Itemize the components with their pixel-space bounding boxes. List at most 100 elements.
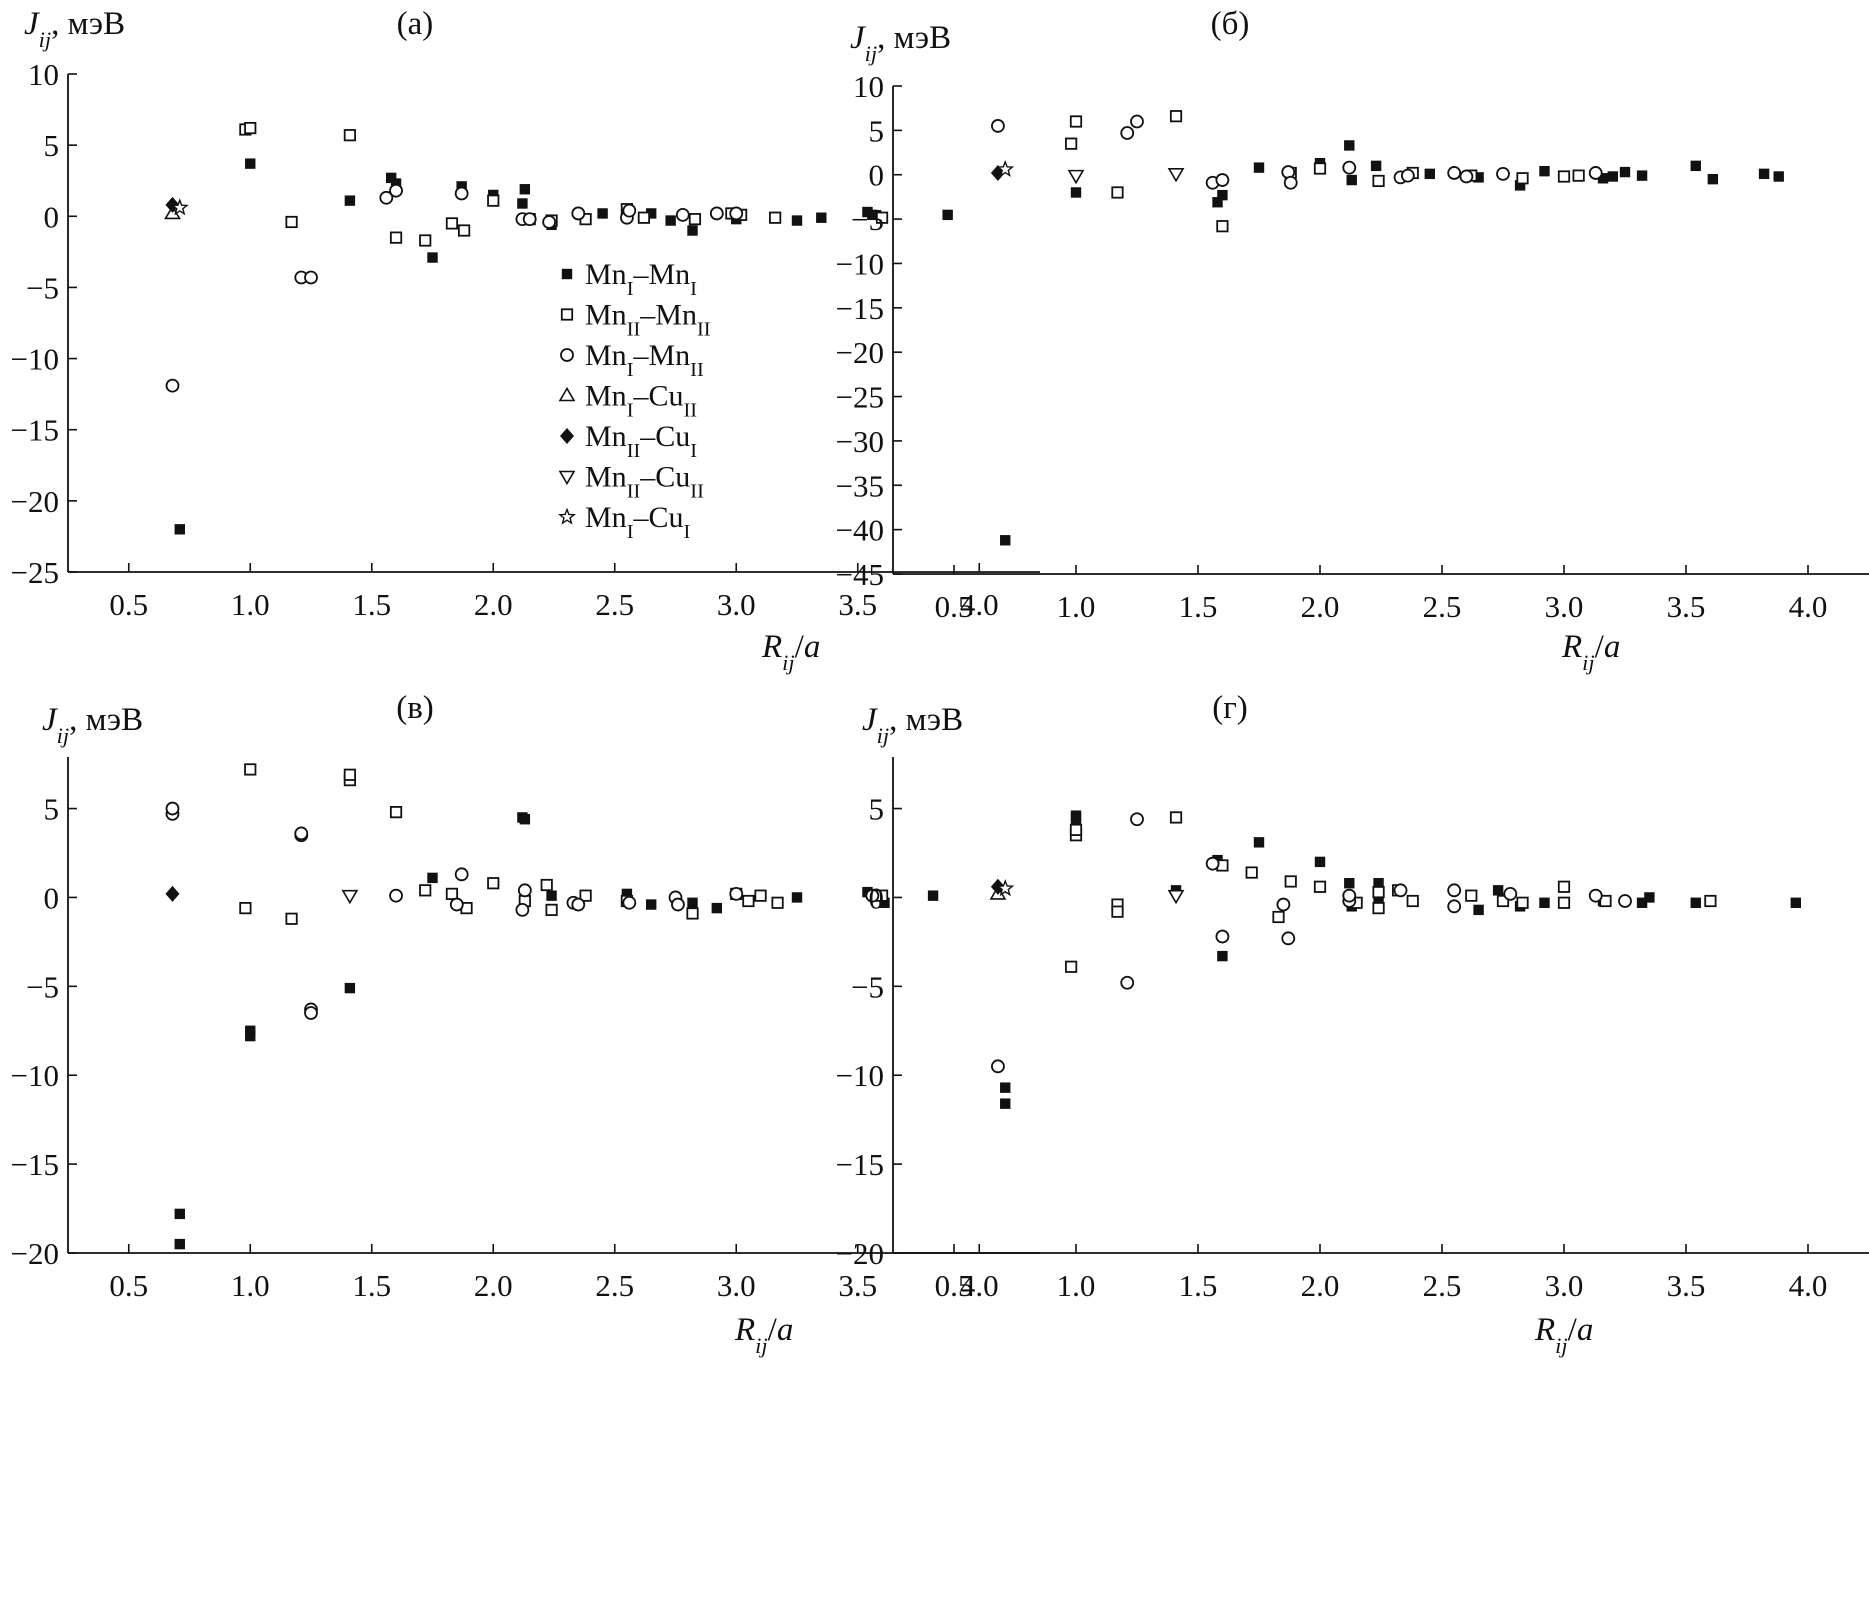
point-mnii-mnii xyxy=(1245,866,1258,879)
legend-label-part: I xyxy=(627,521,634,543)
point-mni-mni xyxy=(1253,162,1265,173)
y-tick-label: 10 xyxy=(853,69,884,104)
point-mni-mni xyxy=(711,902,723,914)
legend-marker-mni-mni xyxy=(561,268,573,280)
point-mni-mni xyxy=(1473,904,1484,916)
y-tick-label: −10 xyxy=(11,1058,59,1093)
point-mni-mni xyxy=(427,252,438,263)
point-mni-mni xyxy=(1314,856,1326,868)
point-mni-mnii xyxy=(1342,888,1357,903)
point-mni-mnii xyxy=(1130,812,1144,827)
x-axis-label-part: R xyxy=(1561,629,1582,665)
x-tick-label: 1.0 xyxy=(1057,589,1096,624)
legend-marker-mnii-mnii xyxy=(560,308,574,321)
legend-label-part: –Mn xyxy=(639,299,697,332)
point-mni-mni xyxy=(1644,892,1655,903)
x-tick-label: 3.5 xyxy=(838,1268,877,1303)
point-mni-mnii xyxy=(1393,883,1408,898)
y-tick-label: −20 xyxy=(836,335,884,370)
point-mnii-mnii xyxy=(1372,886,1385,899)
point-mnii-mnii xyxy=(1313,162,1327,175)
x-tick-label: 1.5 xyxy=(352,587,391,622)
x-axis-label-part: / xyxy=(795,629,805,665)
point-mni-mni xyxy=(1373,895,1384,907)
y-tick-label: −25 xyxy=(836,380,884,415)
point-mnii-mnii xyxy=(285,215,298,229)
point-mni-mni xyxy=(1217,189,1228,201)
point-mni-mnii xyxy=(1205,856,1220,871)
x-tick-label: 0.5 xyxy=(935,1268,974,1303)
point-mnii-mnii xyxy=(285,912,298,925)
x-axis-label-part: a xyxy=(777,1312,794,1348)
point-mnii-mnii xyxy=(1496,894,1510,908)
y-tick-label: 5 xyxy=(869,792,885,827)
x-axis-label-part: R xyxy=(734,1312,755,1348)
point-mni-mni xyxy=(1539,165,1550,177)
panel-d: 5 0 −5 −10 −15 −20 0.5 1.0 1.5 2.0 2.5 3.0 3.5 4.0 (г)… xyxy=(836,690,1869,1358)
y-tick-label: −10 xyxy=(836,1058,884,1093)
point-mni-mni xyxy=(385,172,397,184)
point-mni-mnii xyxy=(1281,931,1296,946)
point-mnii-mnii xyxy=(1516,172,1529,185)
point-mni-mnii xyxy=(294,826,309,841)
legend-label-part: –Cu xyxy=(639,461,690,494)
point-mnii-mnii xyxy=(487,877,500,890)
legend-label: MnI–MnI xyxy=(585,258,697,300)
x-tick-label: 0.5 xyxy=(109,587,148,622)
point-mni-mnii xyxy=(991,119,1005,133)
point-mni-mnii xyxy=(991,1059,1005,1074)
x-axis-label-part: / xyxy=(1595,629,1605,665)
point-mni-mni xyxy=(927,890,939,901)
y-tick-label: −5 xyxy=(851,969,884,1004)
legend-label-part: Mn xyxy=(585,461,627,494)
x-axis-label-part: a xyxy=(1577,1312,1594,1348)
point-mni-mni xyxy=(687,225,698,236)
legend-label-part: –Mn xyxy=(632,339,690,372)
x-axis-label-part: ij xyxy=(1582,650,1594,675)
point-mni-mni xyxy=(1000,535,1011,546)
point-mni-mni xyxy=(1636,897,1648,908)
point-mni-mni xyxy=(519,814,531,825)
point-mni-mnii xyxy=(729,206,744,221)
x-axis-label-part: / xyxy=(768,1312,778,1348)
point-mni-mnii xyxy=(389,183,403,198)
point-mnii-mnii xyxy=(1313,880,1327,893)
y-axis-label-part: ij xyxy=(877,723,889,748)
point-mni-mnii xyxy=(622,895,637,910)
point-mnii-mnii xyxy=(244,121,257,135)
point-mni-mni xyxy=(1707,173,1719,185)
panel-title: (в) xyxy=(396,690,434,726)
point-mni-mni xyxy=(1473,172,1484,183)
legend-label-part: II xyxy=(627,319,641,341)
point-mni-mni xyxy=(1212,197,1223,208)
point-mni-mnii xyxy=(1215,173,1230,187)
y-axis-label-part: J xyxy=(42,702,58,738)
y-axis-label: Jij, мэВ xyxy=(42,702,143,748)
point-mni-mni xyxy=(1690,897,1701,908)
point-mni-mnii xyxy=(675,207,690,222)
y-tick-label: 0 xyxy=(44,199,60,234)
x-tick-label: 3.0 xyxy=(1545,589,1584,624)
point-mnii-mnii xyxy=(1111,186,1124,199)
y-tick-label: −25 xyxy=(11,555,59,590)
y-axis-label-part: J xyxy=(850,20,866,56)
x-tick-label: 0.5 xyxy=(109,1268,148,1303)
legend-label: MnII–CuII xyxy=(585,461,704,503)
point-mni-mni xyxy=(867,209,878,221)
legend-label: MnI–MnII xyxy=(585,339,704,381)
y-tick-label: 0 xyxy=(869,158,885,193)
point-mnii-mnii xyxy=(1065,960,1078,973)
point-mnii-mnii xyxy=(239,902,252,915)
y-tick-label: −30 xyxy=(836,424,884,459)
legend-label-part: –Cu xyxy=(639,420,690,453)
x-tick-label: 0.5 xyxy=(935,589,974,624)
point-mni-mnii xyxy=(515,902,530,917)
panel-b: 10 5 0 −5 −10 −15 −20 −25 −30 −35 −40 −45 0.5 1.0 1.5 2… xyxy=(836,6,1869,675)
panel-title: (г) xyxy=(1212,690,1248,726)
panel-c: 5 0 −5 −10 −15 −20 0.5 1.0 1.5 2.0 2.5 3.0 3.5 4.0 (в)… xyxy=(11,690,1040,1358)
legend-label-part: Mn xyxy=(585,299,627,332)
point-mnii-mnii xyxy=(637,211,651,224)
point-mnii-mnii xyxy=(1406,894,1419,908)
point-mnii-cuii xyxy=(1167,889,1185,905)
x-axis-label-part: R xyxy=(761,629,782,665)
